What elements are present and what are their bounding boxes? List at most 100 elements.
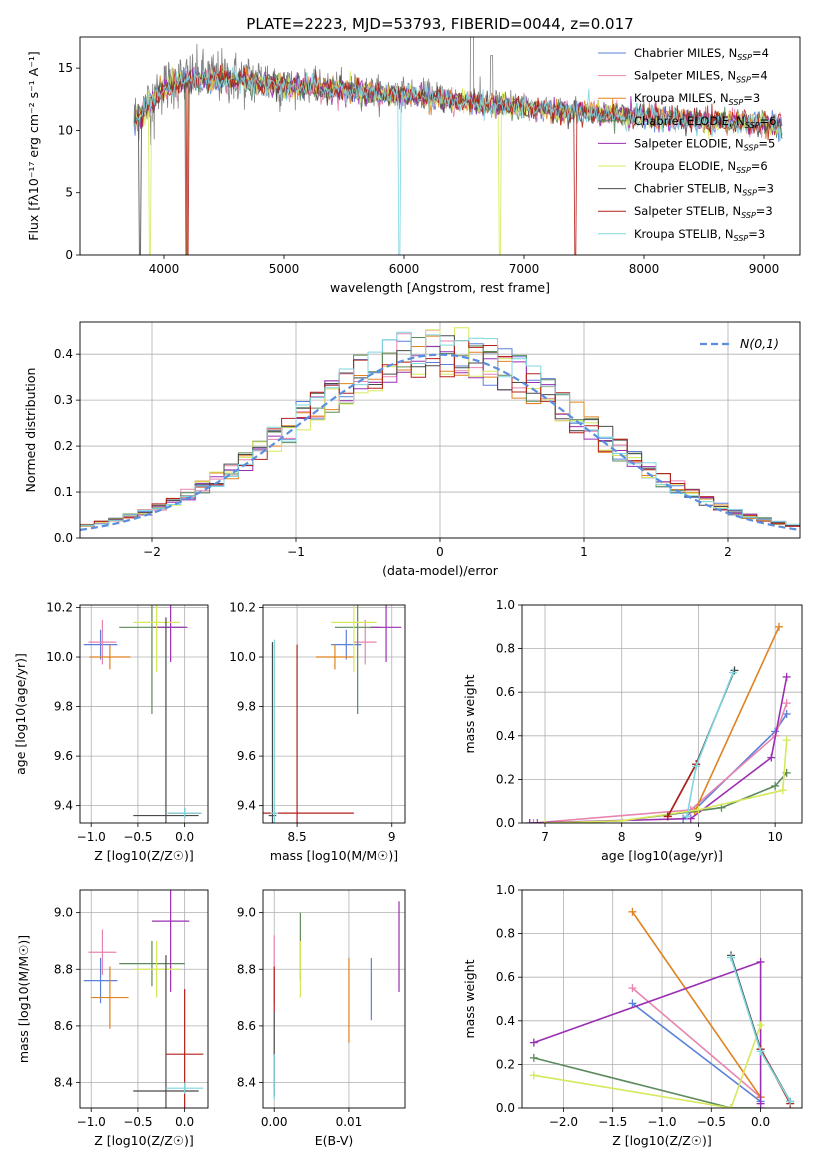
x-tick-label: 0.0 <box>175 830 194 844</box>
legend-label-chabrier-miles: Chabrier MILES, NSSP=4 <box>634 46 769 62</box>
weight-line <box>533 1057 761 1108</box>
x-tick-label: 9 <box>388 830 396 844</box>
weight-series-kroupa-elodie <box>541 736 791 823</box>
x-tick-label: −0.5 <box>697 1115 726 1129</box>
errorbar-point-chabrier-miles <box>83 957 118 1004</box>
errorbar-point-kroupa-elodie <box>133 940 180 998</box>
y-tick-label: 8.6 <box>237 1019 256 1033</box>
weight-line <box>529 676 788 823</box>
axes-frame <box>521 604 803 824</box>
y-tick-label: 0.2 <box>54 439 73 453</box>
panel-residuals: −2 −1 0 1 2 0.0 0.1 0.2 0.3 0.4 (data-model)/error… <box>23 321 801 578</box>
weight-series-chabrier-miles <box>628 999 765 1106</box>
x-axis-label: E(B-V) <box>315 1133 354 1148</box>
y-tick-label: 8.4 <box>237 1076 256 1090</box>
y-tick-label: 8.8 <box>54 962 73 976</box>
x-tick-label: 8000 <box>629 262 660 276</box>
y-tick-label: 1.0 <box>496 598 515 612</box>
legend-label-chabrier-elodie: Chabrier ELODIE, NSSP=6 <box>634 114 776 130</box>
y-tick-label: 9.4 <box>54 799 73 813</box>
weight-series-kroupa-miles <box>690 622 783 817</box>
errorbar-point-chabrier-elodie <box>119 940 185 987</box>
legend-label-chabrier-stelib: Chabrier STELIB, NSSP=3 <box>634 182 774 198</box>
y-tick-label: 0.1 <box>54 485 73 499</box>
errorbar-point-kroupa-elodie <box>133 605 180 672</box>
legend-label-kroupa-elodie: Kroupa ELODIE, NSSP=6 <box>634 159 768 175</box>
x-tick-label: −1 <box>287 545 305 559</box>
errorbar-point-salpeter-elodie <box>153 605 188 662</box>
x-tick-label: 0 <box>436 545 444 559</box>
axes-frame <box>79 889 209 1109</box>
y-tick-label: 9.8 <box>54 700 73 714</box>
y-tick-label: 0.6 <box>496 970 515 984</box>
axes-frame <box>79 321 801 539</box>
y-axis-label: mass weight <box>462 959 477 1038</box>
x-tick-label: 6000 <box>389 262 420 276</box>
axes-frame <box>79 604 209 824</box>
y-tick-label: 0.8 <box>496 642 515 656</box>
errorbar-point-kroupa-miles <box>91 966 129 1029</box>
x-axis-label: Z [log10(Z/Z☉)] <box>94 1133 194 1148</box>
y-axis-label: Normed distribution <box>23 368 38 493</box>
x-axis-label: Z [log10(Z/Z☉)] <box>94 848 194 863</box>
errorbar-point-salpeter-miles <box>88 929 117 975</box>
legend-label-salpeter-stelib: Salpeter STELIB, NSSP=3 <box>634 204 773 220</box>
weight-series-salpeter-miles <box>529 699 791 823</box>
y-tick-label: 5 <box>65 186 73 200</box>
residual-legend: N(0,1) <box>700 336 779 351</box>
y-tick-label: 8.6 <box>54 1019 73 1033</box>
x-axis-label: Z [log10(Z/Z☉)] <box>612 1133 712 1148</box>
y-tick-label: 0.2 <box>496 772 515 786</box>
errorbar-point-chabrier-miles <box>83 629 118 660</box>
x-axis-label: mass [log10(M/M☉)] <box>270 848 398 863</box>
x-tick-label: 7000 <box>509 262 540 276</box>
x-tick-label: −2 <box>143 545 161 559</box>
x-axis-label: age [log10(age/yr)] <box>601 848 723 863</box>
y-tick-label: 10.2 <box>46 600 73 614</box>
errorbar-point-kroupa-stelib <box>165 1082 204 1094</box>
legend-label-salpeter-miles: Salpeter MILES, NSSP=4 <box>634 69 768 85</box>
x-tick-label: 8 <box>618 830 626 844</box>
y-tick-label: 8.8 <box>237 962 256 976</box>
x-tick-label: 2 <box>724 545 732 559</box>
weight-series-salpeter-elodie <box>525 672 791 823</box>
y-axis-label: Flux [fλ10⁻¹⁷ erg cm⁻² s⁻¹ A⁻¹] <box>26 51 41 240</box>
x-tick-label: 5000 <box>269 262 300 276</box>
y-tick-label: 0.2 <box>496 1057 515 1071</box>
weight-line <box>544 740 788 823</box>
spectrum-legend: Chabrier MILES, NSSP=4 Salpeter MILES, NS… <box>598 46 776 243</box>
y-tick-label: 0.8 <box>496 927 515 941</box>
panel-mass_vs_Z: −1.0 −0.5 0.0 8.4 8.6 8.8 9.0 Z [log10(Z/Z☉)] ma… <box>16 889 209 1148</box>
weight-line <box>533 960 762 1104</box>
y-tick-label: 0 <box>65 248 73 262</box>
legend-label-salpeter-elodie: Salpeter ELODIE, NSSP=5 <box>634 136 775 152</box>
axes-frame <box>262 889 406 1109</box>
x-axis-label: wavelength [Angstrom, rest frame] <box>330 280 550 295</box>
x-tick-label: 1 <box>580 545 588 559</box>
normal-distribution-curve <box>79 353 801 531</box>
errorbar-point-kroupa-stelib <box>270 639 279 823</box>
x-tick-label: −2.0 <box>549 1115 578 1129</box>
x-tick-label: −1.0 <box>77 1115 106 1129</box>
y-tick-label: 9.8 <box>237 700 256 714</box>
panel-weight_vs_age: 7 8 9 10 0.0 0.2 0.4 0.6 0.8 1.0 age [log10(age/yr… <box>462 598 803 863</box>
residual-histogram-salpeter-stelib <box>80 340 800 527</box>
y-tick-label: 0.4 <box>496 1014 515 1028</box>
y-tick-label: 10 <box>58 123 73 137</box>
y-tick-label: 0.4 <box>54 347 73 361</box>
panel-age_vs_mass: 8.5 9 9.4 9.6 9.8 10.0 10.2 mass [log10(M/M☉)] <box>229 600 406 863</box>
x-tick-label: 9000 <box>749 262 780 276</box>
x-tick-label: 0.0 <box>175 1115 194 1129</box>
axes-frame <box>262 604 406 824</box>
errorbar-point-kroupa-miles <box>316 644 354 670</box>
errorbar-point-chabrier-stelib <box>133 955 199 1108</box>
y-tick-label: 0.4 <box>496 729 515 743</box>
x-tick-label: 7 <box>541 830 549 844</box>
errorbar-point-kroupa-elodie <box>331 605 377 672</box>
weight-line <box>631 1002 762 1103</box>
weight-series-salpeter-elodie <box>529 957 765 1108</box>
x-tick-label: 4000 <box>149 262 180 276</box>
x-tick-label: 0.0 <box>751 1115 770 1129</box>
y-tick-label: 0.6 <box>496 685 515 699</box>
